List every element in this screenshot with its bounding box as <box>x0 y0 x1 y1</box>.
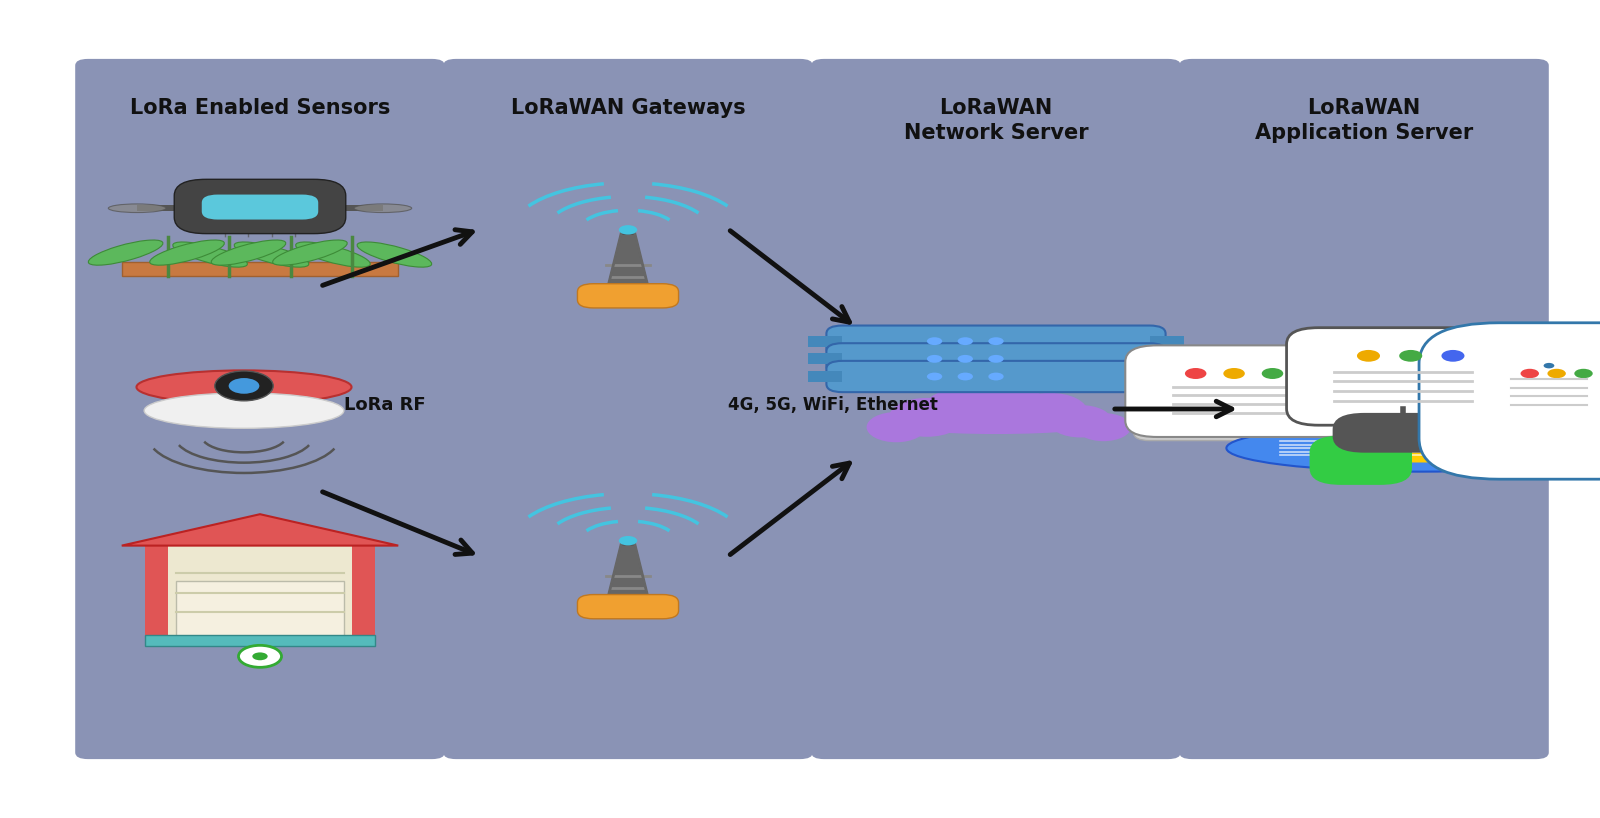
Circle shape <box>989 355 1003 362</box>
Circle shape <box>1224 368 1245 379</box>
FancyBboxPatch shape <box>1309 436 1413 485</box>
Circle shape <box>238 645 282 667</box>
Circle shape <box>229 378 259 393</box>
FancyBboxPatch shape <box>578 595 678 618</box>
FancyBboxPatch shape <box>811 59 1181 759</box>
FancyBboxPatch shape <box>1150 335 1184 347</box>
Ellipse shape <box>885 412 1107 434</box>
Text: LoRa Enabled Sensors: LoRa Enabled Sensors <box>130 98 390 118</box>
Ellipse shape <box>88 240 163 265</box>
FancyBboxPatch shape <box>578 284 678 308</box>
FancyBboxPatch shape <box>827 344 1166 375</box>
Circle shape <box>1262 368 1283 379</box>
FancyBboxPatch shape <box>808 371 843 382</box>
Circle shape <box>1050 405 1112 438</box>
Circle shape <box>965 386 1050 429</box>
FancyBboxPatch shape <box>1179 59 1549 759</box>
Polygon shape <box>606 545 650 604</box>
FancyBboxPatch shape <box>827 361 1166 392</box>
FancyBboxPatch shape <box>827 326 1166 357</box>
FancyBboxPatch shape <box>1552 392 1600 441</box>
Circle shape <box>253 653 267 660</box>
Circle shape <box>926 355 942 362</box>
Text: LoRaWAN
Application Server: LoRaWAN Application Server <box>1254 98 1474 143</box>
Circle shape <box>926 337 942 345</box>
Circle shape <box>1442 350 1464 362</box>
Ellipse shape <box>234 242 309 267</box>
Circle shape <box>958 372 973 380</box>
Ellipse shape <box>1227 425 1600 472</box>
Circle shape <box>1398 350 1422 362</box>
FancyBboxPatch shape <box>1150 353 1184 364</box>
Circle shape <box>214 371 274 401</box>
Ellipse shape <box>136 371 352 404</box>
FancyBboxPatch shape <box>1125 345 1358 437</box>
FancyBboxPatch shape <box>443 59 813 759</box>
FancyBboxPatch shape <box>1134 413 1350 441</box>
Circle shape <box>926 372 942 380</box>
Circle shape <box>958 337 973 345</box>
FancyBboxPatch shape <box>1333 413 1474 452</box>
Circle shape <box>1077 413 1131 441</box>
Circle shape <box>1544 363 1554 368</box>
Ellipse shape <box>150 240 224 265</box>
Circle shape <box>989 337 1003 345</box>
Circle shape <box>989 372 1003 380</box>
FancyBboxPatch shape <box>75 59 445 759</box>
Ellipse shape <box>272 240 347 265</box>
Circle shape <box>867 412 926 443</box>
Circle shape <box>958 355 973 362</box>
FancyBboxPatch shape <box>138 205 206 211</box>
Ellipse shape <box>354 204 411 213</box>
Text: LoRaWAN Gateways: LoRaWAN Gateways <box>510 98 746 118</box>
Circle shape <box>1011 393 1088 432</box>
FancyBboxPatch shape <box>1286 328 1520 425</box>
FancyBboxPatch shape <box>808 353 843 364</box>
Bar <box>144 635 376 645</box>
FancyBboxPatch shape <box>1419 323 1600 479</box>
Circle shape <box>1186 368 1206 379</box>
Ellipse shape <box>211 240 286 265</box>
FancyBboxPatch shape <box>1363 410 1482 462</box>
Circle shape <box>619 536 637 546</box>
Text: 4G, 5G, WiFi, Ethernet: 4G, 5G, WiFi, Ethernet <box>728 396 938 414</box>
Text: LoRaWAN
Network Server: LoRaWAN Network Server <box>904 98 1088 143</box>
Ellipse shape <box>357 242 432 267</box>
Circle shape <box>1547 369 1566 378</box>
Circle shape <box>923 388 1008 431</box>
FancyBboxPatch shape <box>174 179 346 234</box>
Ellipse shape <box>109 204 166 213</box>
FancyBboxPatch shape <box>314 205 382 211</box>
Circle shape <box>1357 350 1379 362</box>
Circle shape <box>1301 368 1322 379</box>
Circle shape <box>1520 369 1539 378</box>
Ellipse shape <box>144 393 344 429</box>
Bar <box>176 581 344 636</box>
Polygon shape <box>606 234 650 293</box>
Bar <box>144 546 168 636</box>
Ellipse shape <box>296 242 370 267</box>
FancyBboxPatch shape <box>202 195 318 219</box>
Bar <box>352 546 376 636</box>
Text: LoRa RF: LoRa RF <box>344 396 426 414</box>
FancyBboxPatch shape <box>1150 371 1184 382</box>
Circle shape <box>619 225 637 235</box>
Circle shape <box>890 398 965 437</box>
FancyBboxPatch shape <box>808 335 843 347</box>
Bar <box>144 546 376 636</box>
FancyBboxPatch shape <box>122 263 398 276</box>
Ellipse shape <box>173 242 248 267</box>
Polygon shape <box>122 515 398 546</box>
Circle shape <box>1574 369 1592 378</box>
